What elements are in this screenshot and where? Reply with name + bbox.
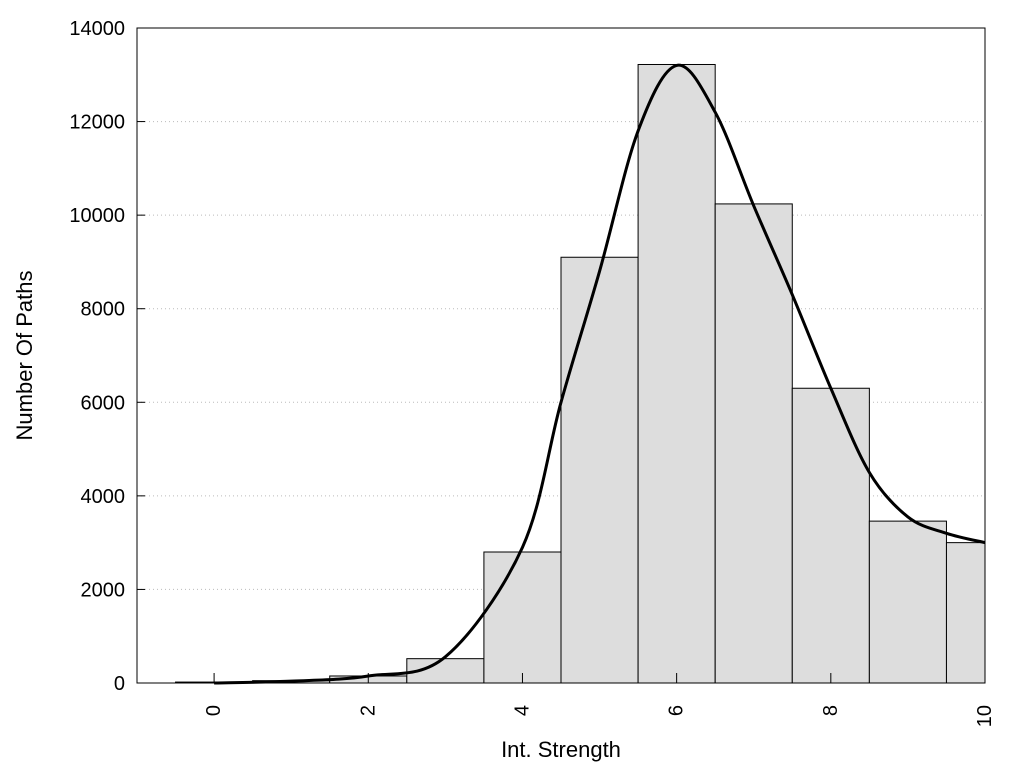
bar-5 [560,256,639,684]
y-tick-label-1: 2000 [81,579,126,601]
y-tick-label-0: 0 [114,673,125,695]
bar-10 [945,542,986,684]
y-tick-label-3: 6000 [81,392,126,414]
y-tick-label-7: 14000 [69,18,125,40]
bar-7 [714,203,793,684]
bars-group [175,63,986,684]
bar-8 [791,387,870,684]
y-tick-label-4: 8000 [81,299,126,321]
y-axis-label: Number Of Paths [12,271,37,441]
bar-6 [637,63,716,684]
x-tick-label-3: 6 [666,705,688,716]
bar-9 [868,520,947,684]
x-axis-label: Int. Strength [501,737,621,762]
y-tick-label-5: 10000 [69,205,125,227]
x-tick-label-4: 8 [820,705,842,716]
y-tick-label-2: 4000 [81,486,126,508]
y-tick-label-6: 12000 [69,112,125,134]
y-ticks-group: 0 2000 4000 6000 8000 10000 12000 14000 [69,18,145,695]
x-tick-label-5: 10 [974,705,996,727]
density-curve [214,63,986,685]
x-tick-label-1: 2 [357,705,379,716]
x-tick-label-2: 4 [511,705,533,716]
plot-frame [136,27,986,684]
bar-4 [483,551,562,684]
x-tick-label-0: 0 [203,705,225,716]
